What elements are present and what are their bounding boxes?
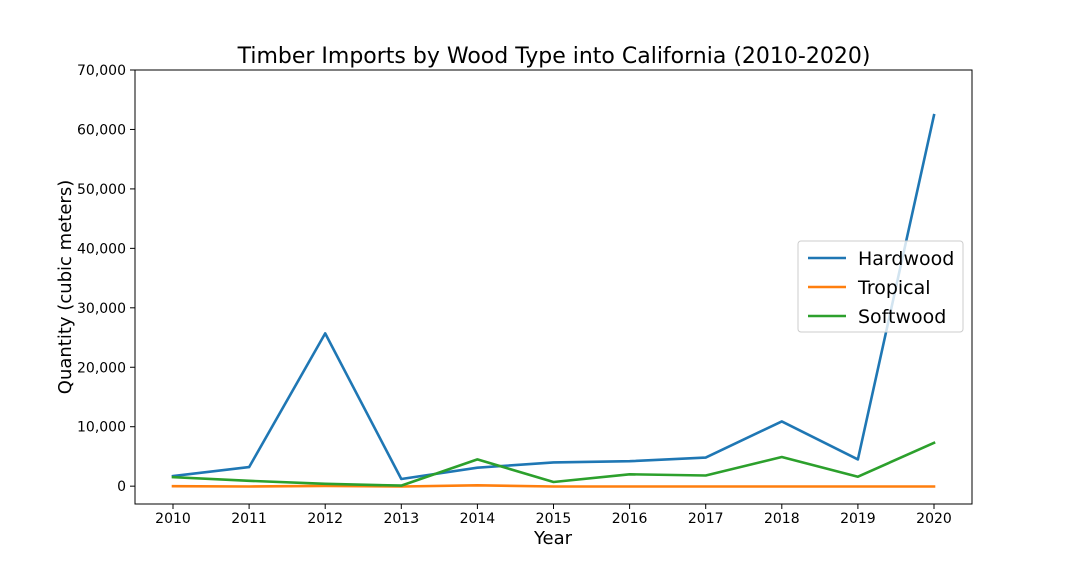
series-line-softwood xyxy=(171,441,936,487)
y-tick-label: 50,000 xyxy=(77,182,126,198)
x-tick-label: 2010 xyxy=(155,511,191,527)
y-tick-label: 60,000 xyxy=(77,122,126,138)
x-tick-label: 2014 xyxy=(460,511,496,527)
x-axis-label: Year xyxy=(533,528,573,549)
x-tick-label: 2012 xyxy=(307,511,343,527)
series-line-hardwood xyxy=(171,113,936,481)
plot-area xyxy=(171,113,936,488)
x-tick-label: 2015 xyxy=(536,511,572,527)
x-tick-label: 2017 xyxy=(688,511,724,527)
y-axis: 0 10,000 20,000 30,000 40,000 50,000 60,000 70,… xyxy=(77,63,135,495)
legend-box xyxy=(797,240,964,333)
x-tick-label: 2019 xyxy=(840,511,876,527)
y-tick-label: 70,000 xyxy=(77,63,126,79)
x-tick-label: 2020 xyxy=(916,511,952,527)
y-tick-label: 10,000 xyxy=(77,420,126,436)
legend-label: Softwood xyxy=(858,306,946,328)
x-tick-label: 2013 xyxy=(383,511,419,527)
x-tick-label: 2011 xyxy=(231,511,267,527)
y-tick-label: 30,000 xyxy=(77,301,126,317)
x-axis: 2010 2011 2012 2013 2014 2015 2016 2017 2018 2019… xyxy=(155,504,952,527)
legend: Hardwood Tropical Softwood xyxy=(797,240,964,333)
y-tick-label: 20,000 xyxy=(77,360,126,376)
y-tick-label: 40,000 xyxy=(77,241,126,257)
y-axis-label: Quantity (cubic meters) xyxy=(55,180,76,394)
x-tick-label: 2016 xyxy=(612,511,648,527)
legend-label: Hardwood xyxy=(858,248,954,270)
chart-title: Timber Imports by Wood Type into Califor… xyxy=(237,44,871,69)
series-line-tropical xyxy=(171,483,936,488)
y-tick-label: 0 xyxy=(117,479,126,495)
x-tick-label: 2018 xyxy=(764,511,800,527)
legend-label: Tropical xyxy=(857,277,931,299)
